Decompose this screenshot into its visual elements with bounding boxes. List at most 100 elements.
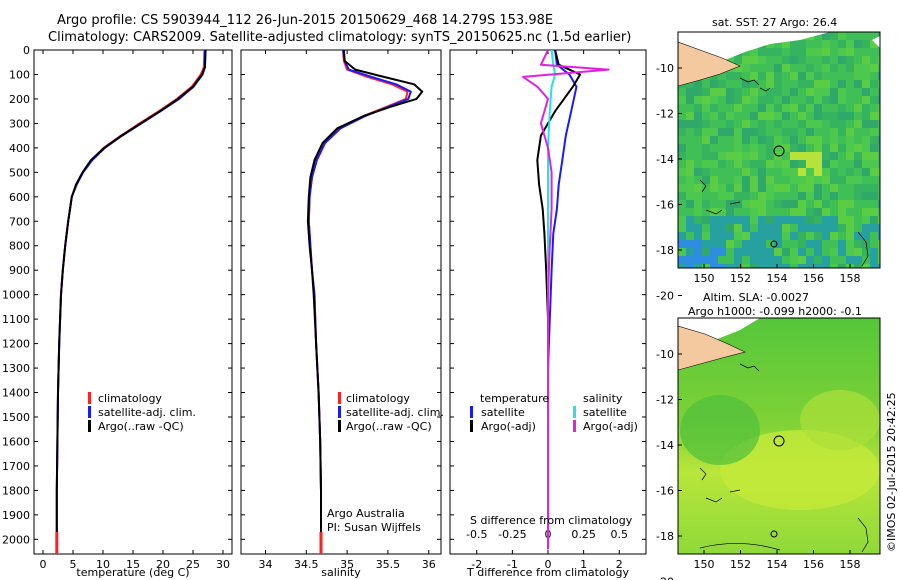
sst-cell — [766, 264, 774, 268]
x-tick-label: 20 — [156, 558, 170, 571]
sst-cell — [774, 240, 782, 248]
sst-cell — [782, 152, 790, 160]
sst-cell — [870, 104, 878, 112]
sst-cell — [870, 192, 878, 200]
sst-cell — [710, 264, 718, 268]
map-x-tick-label: 158 — [840, 272, 861, 285]
sst-cell — [702, 176, 710, 184]
sst-cell — [774, 72, 782, 80]
depth-tick-label: 1600 — [2, 435, 30, 448]
sst-cell — [694, 240, 702, 248]
x-tick-label: 15 — [126, 558, 140, 571]
sst-cell — [758, 168, 766, 176]
sst-cell — [870, 176, 878, 184]
sst-cell — [878, 160, 880, 168]
sst-cell — [798, 104, 806, 112]
sst-cell — [798, 208, 806, 216]
sst-cell — [854, 104, 862, 112]
sst-cell — [798, 160, 806, 168]
sst-cell — [726, 80, 734, 88]
sst-cell — [766, 56, 774, 64]
series-line — [547, 50, 578, 550]
sst-cell — [790, 48, 798, 56]
sst-cell — [702, 144, 710, 152]
sst-cell — [822, 40, 830, 48]
sst-cell — [830, 208, 838, 216]
sst-cell — [718, 88, 726, 96]
sst-cell — [726, 232, 734, 240]
sst-cell — [790, 264, 798, 268]
legend-swatch-t-argo — [470, 420, 473, 432]
sst-cell — [822, 120, 830, 128]
sst-cell — [774, 144, 782, 152]
sst-cell — [750, 72, 758, 80]
depth-tick-label: 200 — [9, 93, 30, 106]
sst-cell — [854, 160, 862, 168]
sst-cell — [830, 232, 838, 240]
sst-cell — [758, 160, 766, 168]
sst-cell — [862, 40, 870, 48]
depth-tick-label: 1400 — [2, 387, 30, 400]
sst-cell — [734, 168, 742, 176]
sst-cell — [734, 80, 742, 88]
sst-cell — [870, 240, 878, 248]
sst-cell — [710, 216, 718, 224]
sst-cell — [854, 56, 862, 64]
sst-cell — [686, 144, 694, 152]
sst-cell — [814, 120, 822, 128]
depth-tick-label: 600 — [9, 191, 30, 204]
sst-cell — [806, 248, 814, 256]
sst-cell — [838, 200, 846, 208]
sst-cell — [782, 56, 790, 64]
sst-cell — [742, 176, 750, 184]
sst-cell — [678, 104, 686, 112]
sst-cell — [798, 176, 806, 184]
sst-cell — [838, 112, 846, 120]
sst-cell — [878, 72, 880, 80]
sst-cell — [718, 104, 726, 112]
sst-cell — [686, 112, 694, 120]
sst-cell — [814, 112, 822, 120]
s-difference-axis-label: S difference from climatology — [470, 514, 633, 527]
salinity-panel: 34 34.5 35 35.5 36 salinity — [240, 49, 442, 579]
sst-cell — [870, 168, 878, 176]
sst-cell — [790, 88, 798, 96]
header-line2: Climatology: CARS2009. Satellite-adjuste… — [48, 30, 631, 45]
sst-cell — [686, 208, 694, 216]
sst-cell — [862, 168, 870, 176]
reef-outline — [699, 363, 869, 553]
sst-cell — [710, 128, 718, 136]
sst-cell — [782, 40, 790, 48]
x-tick-label: 35.5 — [376, 558, 401, 571]
sst-cell — [806, 192, 814, 200]
sst-cell — [726, 208, 734, 216]
legend-label-argo: Argo(..raw -QC) — [98, 420, 184, 433]
sst-cell — [750, 48, 758, 56]
sst-cell — [854, 112, 862, 120]
sst-cell — [806, 96, 814, 104]
imos-credit: ©IMOS 02-Jul-2015 20:42:25 — [885, 392, 898, 552]
sst-cell — [878, 224, 880, 232]
legend-swatch-satellite — [338, 406, 341, 418]
sst-cell — [726, 136, 734, 144]
sst-cell — [806, 240, 814, 248]
sst-cell — [846, 136, 854, 144]
series-group — [55, 50, 207, 550]
sst-cell — [862, 64, 870, 72]
land-mass — [678, 325, 746, 371]
sst-cell — [862, 224, 870, 232]
sst-cell — [822, 216, 830, 224]
sst-cell — [774, 64, 782, 72]
sst-cell — [854, 48, 862, 56]
sst-cell — [830, 96, 838, 104]
sst-cell — [838, 240, 846, 248]
sst-cell — [822, 64, 830, 72]
sst-cell — [758, 128, 766, 136]
sst-cell — [782, 120, 790, 128]
sst-cell — [750, 232, 758, 240]
sst-cell — [854, 248, 862, 256]
sst-cell — [854, 240, 862, 248]
sst-cell — [678, 176, 686, 184]
sst-cell — [678, 88, 686, 96]
sst-cell — [766, 128, 774, 136]
